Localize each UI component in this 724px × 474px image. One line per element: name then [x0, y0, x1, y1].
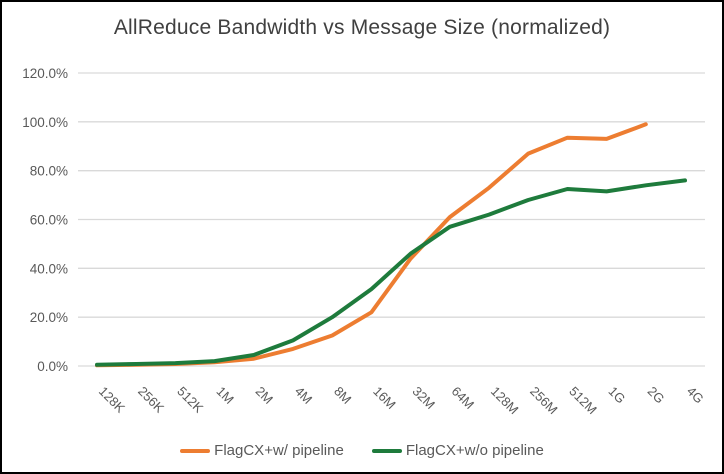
- x-axis-tick-label: 16M: [370, 384, 398, 412]
- x-axis-tick-label: 512K: [174, 384, 206, 416]
- x-axis-tick-label: 4G: [684, 384, 707, 407]
- x-axis-tick-label: 1M: [213, 384, 236, 407]
- x-axis-tick-label: 2M: [253, 384, 276, 407]
- y-axis-tick-label: 40.0%: [30, 261, 68, 276]
- legend-line-swatch-orange: [180, 448, 211, 453]
- y-axis-tick-label: 20.0%: [30, 310, 68, 325]
- x-axis-tick-label: 256M: [527, 384, 561, 418]
- legend: FlagCX+w/ pipeline FlagCX+w/o pipeline: [2, 442, 722, 459]
- x-axis-tick-label: 256K: [135, 384, 167, 416]
- x-axis-tick-label: 512M: [566, 384, 600, 418]
- y-axis-tick-label: 0.0%: [37, 359, 68, 374]
- y-axis-tick-label: 80.0%: [30, 164, 68, 179]
- series-line-flagcx-w-o-pipeline: [95, 178, 687, 367]
- series-line-flagcx-w-pipeline: [95, 122, 648, 368]
- legend-label-with-pipeline: FlagCX+w/ pipeline: [214, 442, 344, 459]
- y-axis-tick-label: 120.0%: [22, 66, 68, 81]
- x-axis-tick-label: 4M: [292, 384, 315, 407]
- legend-item-with-pipeline: FlagCX+w/ pipeline: [180, 442, 344, 459]
- x-axis-tick-label: 128M: [488, 384, 522, 418]
- x-axis-tick-label: 128K: [96, 384, 128, 416]
- x-axis-tick-label: 32M: [409, 384, 437, 412]
- legend-line-swatch-green: [371, 448, 402, 453]
- x-axis-tick-label: 2G: [645, 384, 668, 407]
- legend-label-without-pipeline: FlagCX+w/o pipeline: [405, 442, 544, 459]
- y-axis-tick-label: 60.0%: [30, 213, 68, 228]
- x-axis-tick-label: 8M: [331, 384, 354, 407]
- x-axis-tick-label: 64M: [449, 384, 477, 412]
- x-axis-tick-label: 1G: [605, 384, 628, 407]
- chart-title: AllReduce Bandwidth vs Message Size (nor…: [113, 16, 611, 39]
- legend-item-without-pipeline: FlagCX+w/o pipeline: [371, 442, 544, 459]
- y-axis-tick-label: 100.0%: [22, 115, 68, 130]
